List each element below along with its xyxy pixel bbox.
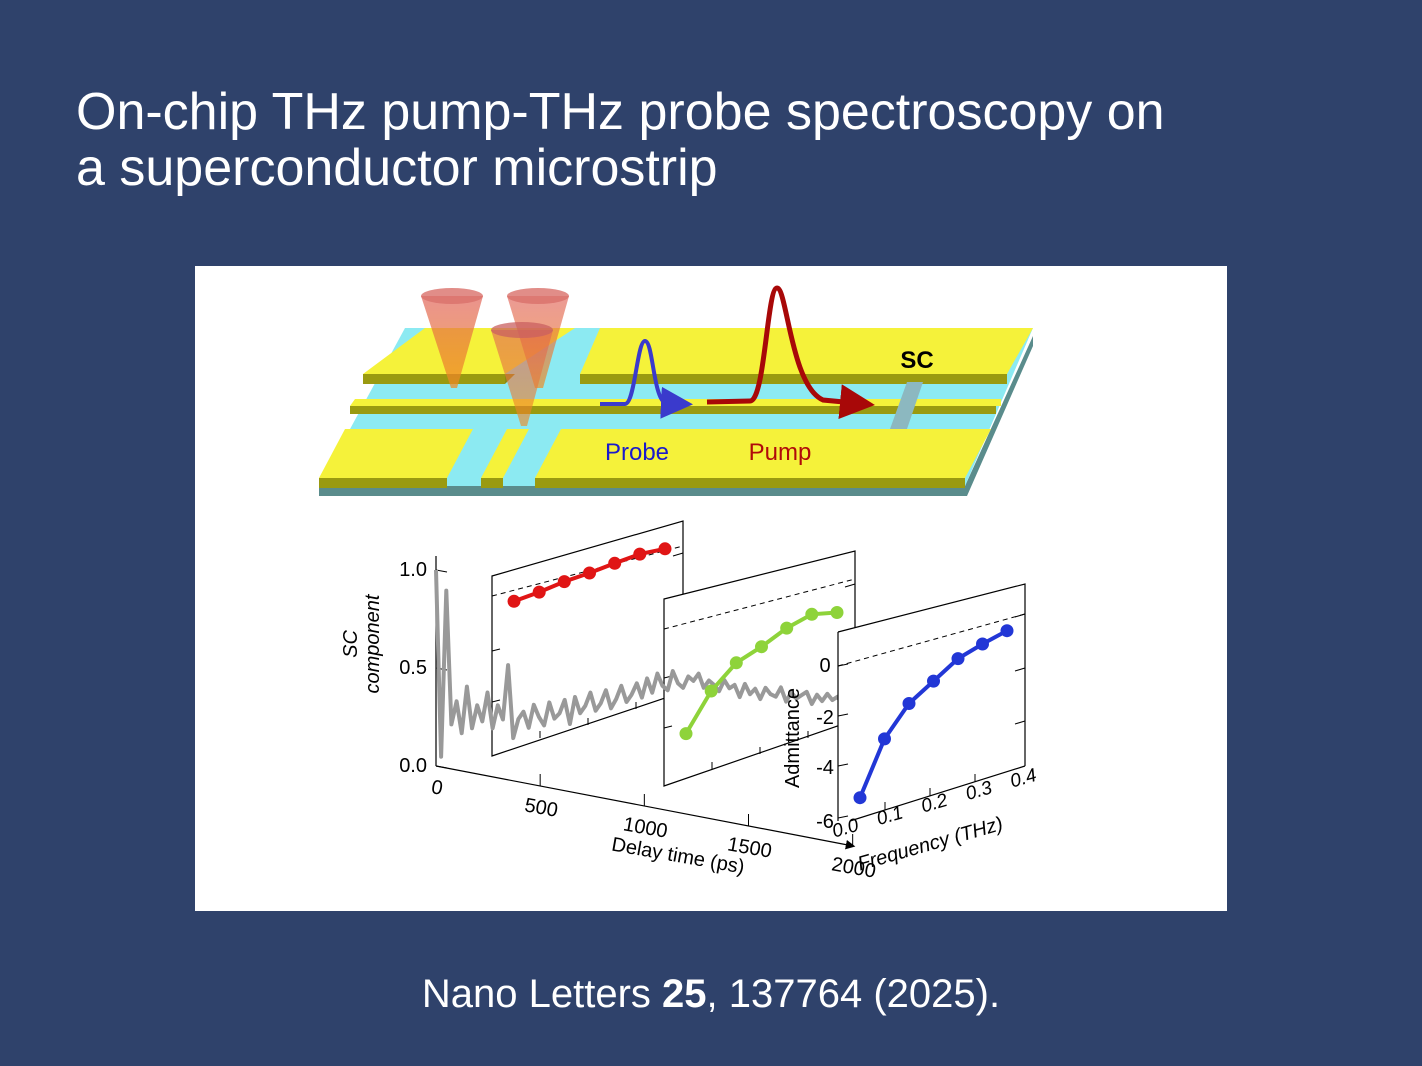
slide-title-line2: a superconductor microstrip <box>76 139 718 197</box>
pump-label: Pump <box>749 439 812 466</box>
microstrip-chip: SC Probe Pump <box>319 285 1033 496</box>
sc-axis-label-2: component <box>362 593 384 693</box>
admittance-point <box>805 607 819 621</box>
admittance-point <box>853 791 867 805</box>
laser-beam-3 <box>491 322 553 426</box>
admittance-point <box>1000 624 1014 638</box>
admittance-point <box>755 640 768 654</box>
adm-tick-m6: -6 <box>816 811 834 833</box>
admittance-point <box>830 606 844 619</box>
delay-tick-label: 0 <box>430 776 445 800</box>
admittance-point <box>532 585 546 599</box>
probe-pulse <box>600 338 693 419</box>
admittance-point <box>557 575 571 589</box>
citation-volume: 25 <box>662 972 707 1016</box>
admittance-point <box>507 594 521 608</box>
chart-3d: 1.0 0.5 0.0 SC component 050010001500200… <box>340 520 1039 883</box>
slide-title: On-chip THz pump-THz probe spectroscopy … <box>76 84 1376 196</box>
sc-tick-05: 0.5 <box>399 657 427 679</box>
citation: Nano Letters 25, 137764 (2025). <box>0 972 1422 1017</box>
admittance-point <box>780 621 794 635</box>
adm-tick-m4: -4 <box>816 757 834 779</box>
admittance-point <box>927 674 940 688</box>
admittance-point <box>951 652 965 666</box>
panel-blue <box>837 583 1026 826</box>
citation-journal: Nano Letters <box>421 972 663 1016</box>
admittance-point <box>608 556 622 570</box>
figure-svg: SC Probe Pump <box>319 285 1039 883</box>
sc-tick-1: 1.0 <box>399 559 427 581</box>
adm-tick-m2: -2 <box>816 707 834 729</box>
admittance-point <box>976 637 989 651</box>
admittance-point <box>704 684 718 698</box>
sc-tick-0: 0.0 <box>399 755 427 777</box>
admittance-point <box>633 547 647 561</box>
admittance-point <box>658 542 672 556</box>
adm-tick-0: 0 <box>819 655 830 677</box>
admittance-point <box>729 656 743 670</box>
sc-label: SC <box>900 347 933 374</box>
laser-beam-1 <box>421 288 483 388</box>
admittance-point <box>679 727 693 741</box>
admittance-point <box>583 566 596 580</box>
admittance-point <box>878 732 891 746</box>
delay-tick-label: 500 <box>523 794 560 821</box>
sc-bridge <box>890 382 923 429</box>
citation-rest: , 137764 (2025). <box>706 972 1001 1016</box>
sc-axis-label-1: SC <box>340 630 362 658</box>
panel-red <box>491 520 684 757</box>
sc-component-trace <box>434 569 854 759</box>
admittance-point <box>902 697 916 710</box>
pump-pulse <box>706 285 875 420</box>
probe-label: Probe <box>605 439 669 466</box>
figure-panel: SC Probe Pump <box>195 266 1227 911</box>
admittance-axis-label: Admittance <box>782 688 804 788</box>
bottom-electrode <box>319 429 991 488</box>
slide-title-line1: On-chip THz pump-THz probe spectroscopy … <box>76 83 1165 141</box>
delay-axis-label: Delay time (ps) <box>610 834 746 879</box>
series-layer <box>507 542 1014 805</box>
